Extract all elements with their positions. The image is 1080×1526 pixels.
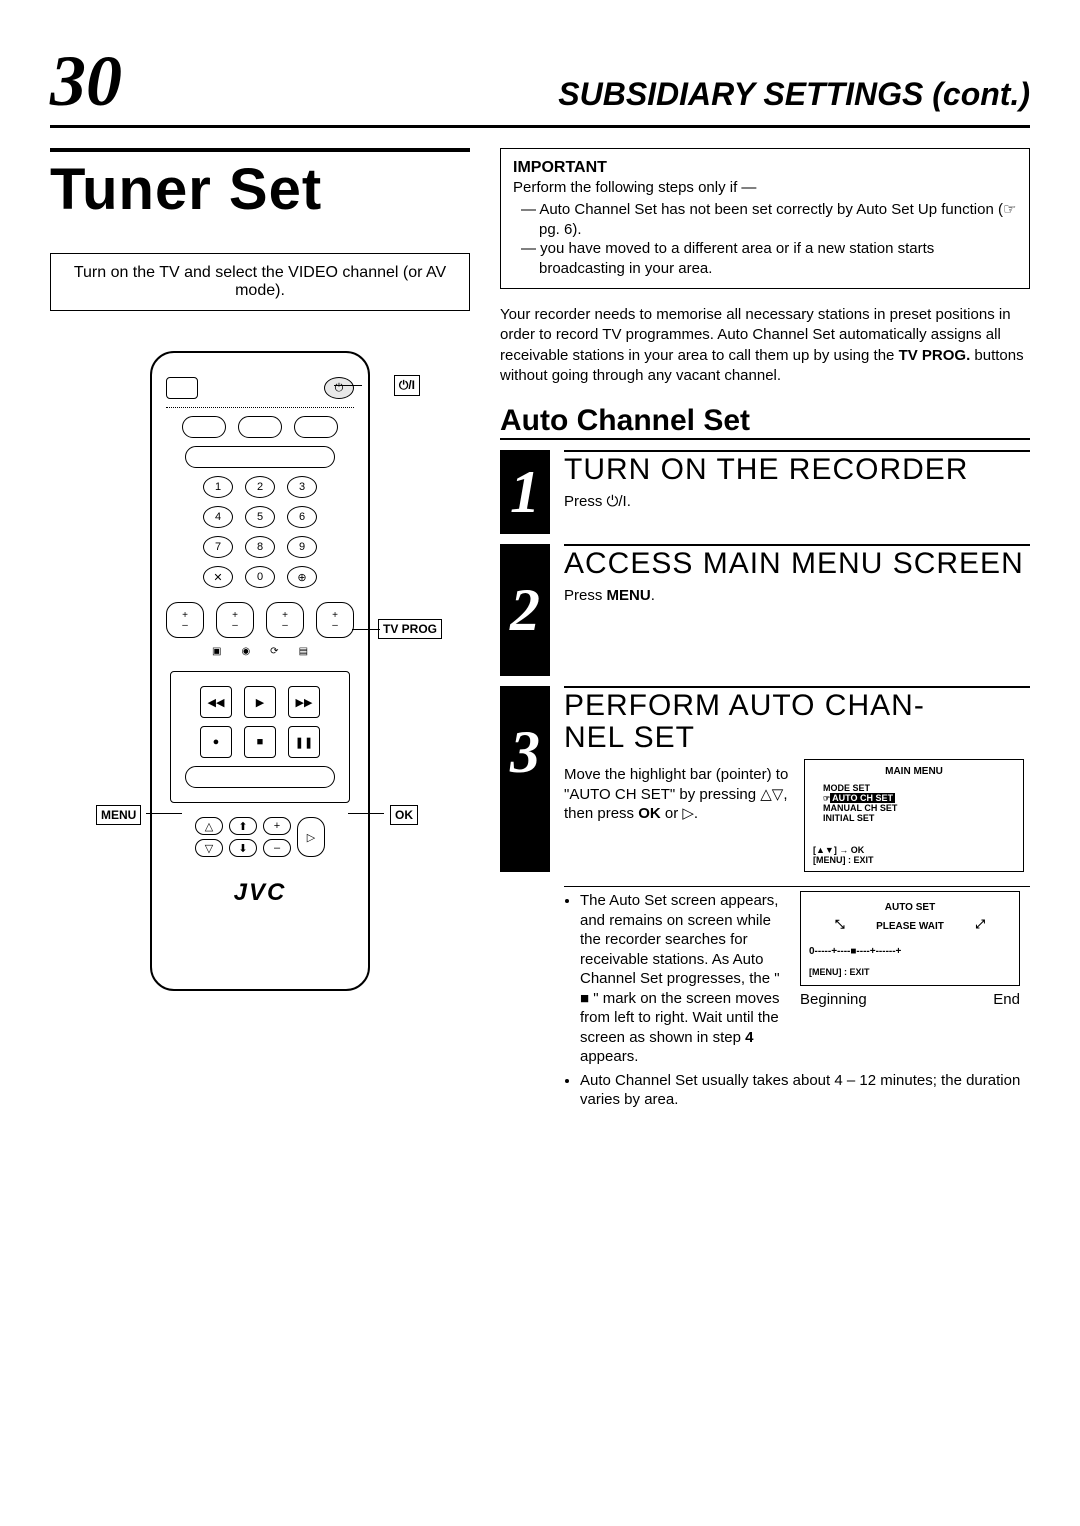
page-title: Tuner Set [50,156,470,223]
step-title: TURN ON THE RECORDER [564,454,1030,486]
step-number: 2 [500,544,550,676]
step-title: ACCESS MAIN MENU SCREEN [564,548,1030,580]
step-body: Press MENU. [564,586,1030,606]
intro-paragraph: Your recorder needs to memorise all nece… [500,305,1030,386]
step-number: 3 [500,686,550,872]
osd-main-menu: MAIN MENU MODE SET ☞AUTO CH SET MANUAL C… [804,759,1024,872]
page-number: 30 [50,40,122,123]
label-ok: OK [390,805,418,825]
important-box: IMPORTANT Perform the following steps on… [500,148,1030,289]
step-body: Press ⏻/I. [564,492,1030,512]
subtitle: Auto Channel Set [500,404,1030,438]
brand-logo: JVC [166,879,354,907]
callout-box: Turn on the TV and select the VIDEO chan… [50,253,470,311]
osd-auto-set: AUTO SET ⤡ PLEASE WAIT ⤢ 0-----+----■---… [800,891,1020,986]
section-header: SUBSIDIARY SETTINGS (cont.) [558,76,1030,113]
label-power: ⏻/I [394,375,420,396]
step-number: 1 [500,450,550,534]
label-tvprog: TV PROG [378,619,442,639]
label-menu: MENU [96,805,141,825]
step-body: Move the highlight bar (pointer) to "AUT… [564,765,794,872]
bullet-list: The Auto Set screen appears, and remains… [564,891,1030,1110]
step-title: PERFORM AUTO CHAN-NEL SET [564,690,1030,753]
remote-illustration: ⏻ 123 456 789 ✕0⊕ +–+–+–+– ▣◉⟳▤ ◀◀▶▶▶ ●■… [120,351,400,991]
